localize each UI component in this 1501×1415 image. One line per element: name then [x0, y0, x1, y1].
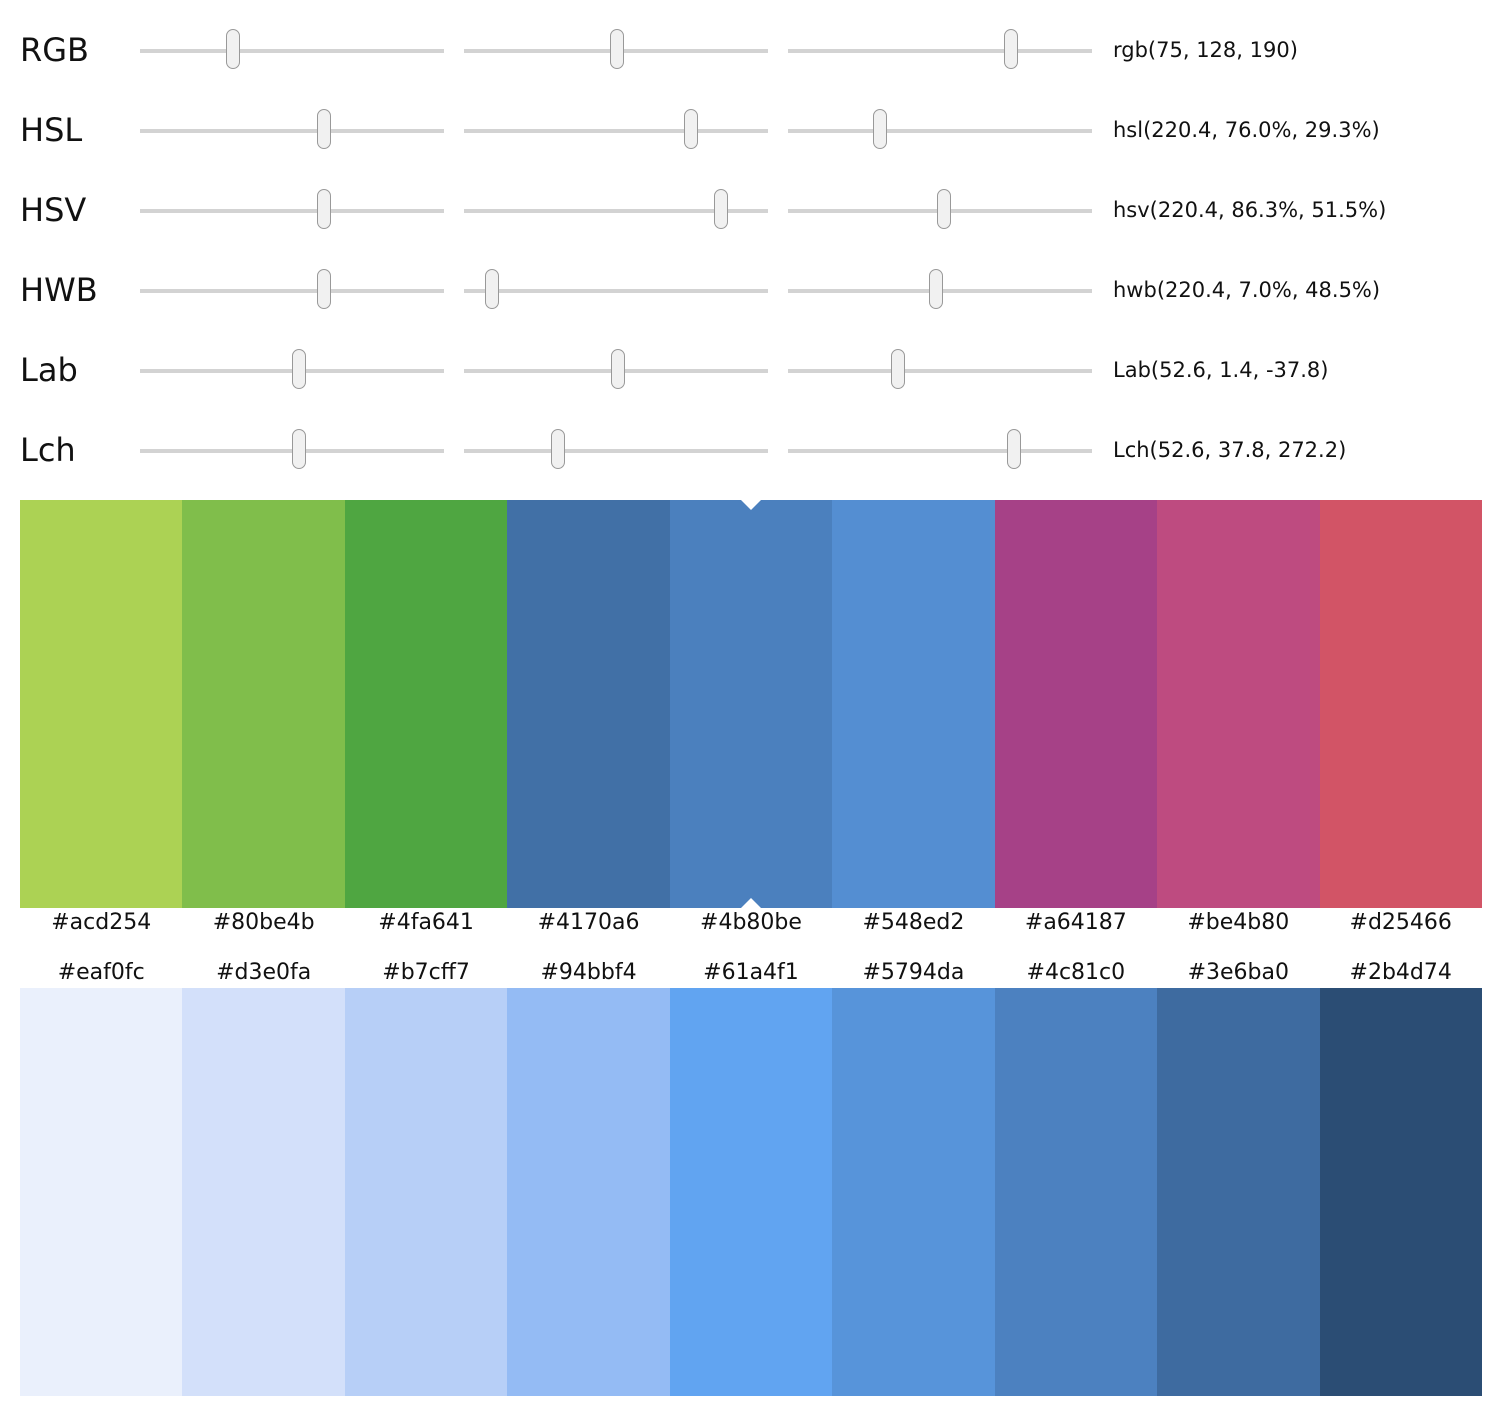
- slider-row-hsv: HSV hsv(220.4, 86.3%, 51.5%): [0, 160, 1501, 240]
- slider-thumb[interactable]: [609, 29, 624, 69]
- color-swatch[interactable]: [507, 500, 670, 908]
- slider-track[interactable]: [464, 29, 768, 69]
- color-swatch[interactable]: [20, 500, 183, 908]
- model-label: HSV: [20, 191, 87, 229]
- slider-thumb[interactable]: [683, 109, 698, 149]
- color-value-text: hwb(220.4, 7.0%, 48.5%): [1113, 278, 1381, 302]
- slider-thumb[interactable]: [611, 349, 626, 389]
- slider-track[interactable]: [788, 109, 1092, 149]
- color-swatch[interactable]: [1319, 500, 1482, 908]
- color-swatch[interactable]: [182, 500, 345, 908]
- slider-track[interactable]: [140, 349, 444, 389]
- slider-thumb[interactable]: [1003, 29, 1018, 69]
- hex-label: #4170a6: [537, 910, 640, 935]
- slider-thumb[interactable]: [937, 189, 952, 229]
- slider-track[interactable]: [464, 189, 768, 229]
- slider-thumb[interactable]: [485, 269, 500, 309]
- color-swatch[interactable]: [1319, 988, 1482, 1396]
- hex-label: #3e6ba0: [1187, 960, 1289, 985]
- slider-track[interactable]: [464, 349, 768, 389]
- color-value-text: hsl(220.4, 76.0%, 29.3%): [1113, 118, 1380, 142]
- shade-swatches: [20, 988, 1482, 1396]
- color-swatch[interactable]: [344, 988, 508, 1396]
- slider-track[interactable]: [140, 269, 444, 309]
- slider-row-hwb: HWB hwb(220.4, 7.0%, 48.5%): [0, 240, 1501, 320]
- hex-label: #be4b80: [1187, 910, 1290, 935]
- slider-track[interactable]: [140, 29, 444, 69]
- slider-track[interactable]: [464, 429, 768, 469]
- hex-label: #a64187: [1024, 910, 1127, 935]
- slider-row-lch: Lch Lch(52.6, 37.8, 272.2): [0, 400, 1501, 480]
- slider-track[interactable]: [788, 189, 1092, 229]
- color-swatch[interactable]: [344, 500, 508, 908]
- hex-label: #80be4b: [212, 910, 315, 935]
- color-swatch[interactable]: [1157, 500, 1320, 908]
- hex-label: #2b4d74: [1349, 960, 1452, 985]
- slider-thumb[interactable]: [292, 349, 307, 389]
- color-swatch[interactable]: [832, 988, 995, 1396]
- color-swatch[interactable]: [832, 500, 995, 908]
- model-label: Lab: [20, 351, 78, 389]
- slider-thumb[interactable]: [890, 349, 905, 389]
- color-value-text: rgb(75, 128, 190): [1113, 38, 1298, 62]
- color-value-text: hsv(220.4, 86.3%, 51.5%): [1113, 198, 1387, 222]
- color-swatch[interactable]: [669, 500, 833, 908]
- harmony-swatches: [20, 500, 1482, 908]
- hex-label: #d3e0fa: [216, 960, 312, 985]
- slider-thumb[interactable]: [317, 269, 332, 309]
- slider-track[interactable]: [788, 29, 1092, 69]
- color-swatch[interactable]: [182, 988, 345, 1396]
- slider-row-lab: Lab Lab(52.6, 1.4, -37.8): [0, 320, 1501, 400]
- model-label: HSL: [20, 111, 83, 149]
- hex-label: #b7cff7: [382, 960, 470, 985]
- shade-hex-labels: #eaf0fc #d3e0fa #b7cff7 #94bbf4 #61a4f1 #5794…: [20, 958, 1482, 988]
- selected-marker-bottom: [740, 898, 761, 908]
- color-swatch[interactable]: [507, 988, 670, 1396]
- slider-thumb[interactable]: [317, 109, 332, 149]
- slider-thumb[interactable]: [317, 189, 332, 229]
- slider-thumb[interactable]: [225, 29, 240, 69]
- slider-row-hsl: HSL hsl(220.4, 76.0%, 29.3%): [0, 80, 1501, 160]
- slider-thumb[interactable]: [713, 189, 728, 229]
- color-swatch[interactable]: [994, 500, 1158, 908]
- slider-thumb[interactable]: [551, 429, 566, 469]
- hex-label: #4c81c0: [1026, 960, 1126, 985]
- hex-label: #548ed2: [862, 910, 965, 935]
- color-swatch[interactable]: [994, 988, 1158, 1396]
- harmony-hex-labels: #acd254 #80be4b #4fa641 #4170a6 #4b80be #548e…: [20, 908, 1482, 938]
- hex-label: #eaf0fc: [57, 960, 145, 985]
- slider-track[interactable]: [788, 429, 1092, 469]
- slider-thumb[interactable]: [873, 109, 888, 149]
- hex-label: #61a4f1: [703, 960, 799, 985]
- hex-label: #acd254: [51, 910, 152, 935]
- slider-track[interactable]: [464, 269, 768, 309]
- hex-label: #94bbf4: [540, 960, 637, 985]
- color-swatch[interactable]: [669, 988, 833, 1396]
- slider-thumb[interactable]: [1006, 429, 1021, 469]
- slider-track[interactable]: [140, 429, 444, 469]
- color-swatch[interactable]: [20, 988, 183, 1396]
- model-label: HWB: [20, 271, 98, 309]
- hex-label: #4b80be: [700, 910, 802, 935]
- slider-track[interactable]: [788, 349, 1092, 389]
- slider-track[interactable]: [140, 109, 444, 149]
- model-label: Lch: [20, 431, 76, 469]
- hex-label: #d25466: [1349, 910, 1452, 935]
- color-value-text: Lab(52.6, 1.4, -37.8): [1113, 358, 1329, 382]
- slider-thumb[interactable]: [292, 429, 307, 469]
- slider-track[interactable]: [464, 109, 768, 149]
- color-value-text: Lch(52.6, 37.8, 272.2): [1113, 438, 1347, 462]
- hex-label: #5794da: [862, 960, 965, 985]
- color-swatch[interactable]: [1157, 988, 1320, 1396]
- slider-track[interactable]: [788, 269, 1092, 309]
- model-label: RGB: [20, 31, 89, 69]
- slider-thumb[interactable]: [928, 269, 943, 309]
- hex-label: #4fa641: [378, 910, 474, 935]
- selected-marker-top: [740, 500, 761, 510]
- slider-row-rgb: RGB rgb(75, 128, 190): [0, 0, 1501, 80]
- slider-track[interactable]: [140, 189, 444, 229]
